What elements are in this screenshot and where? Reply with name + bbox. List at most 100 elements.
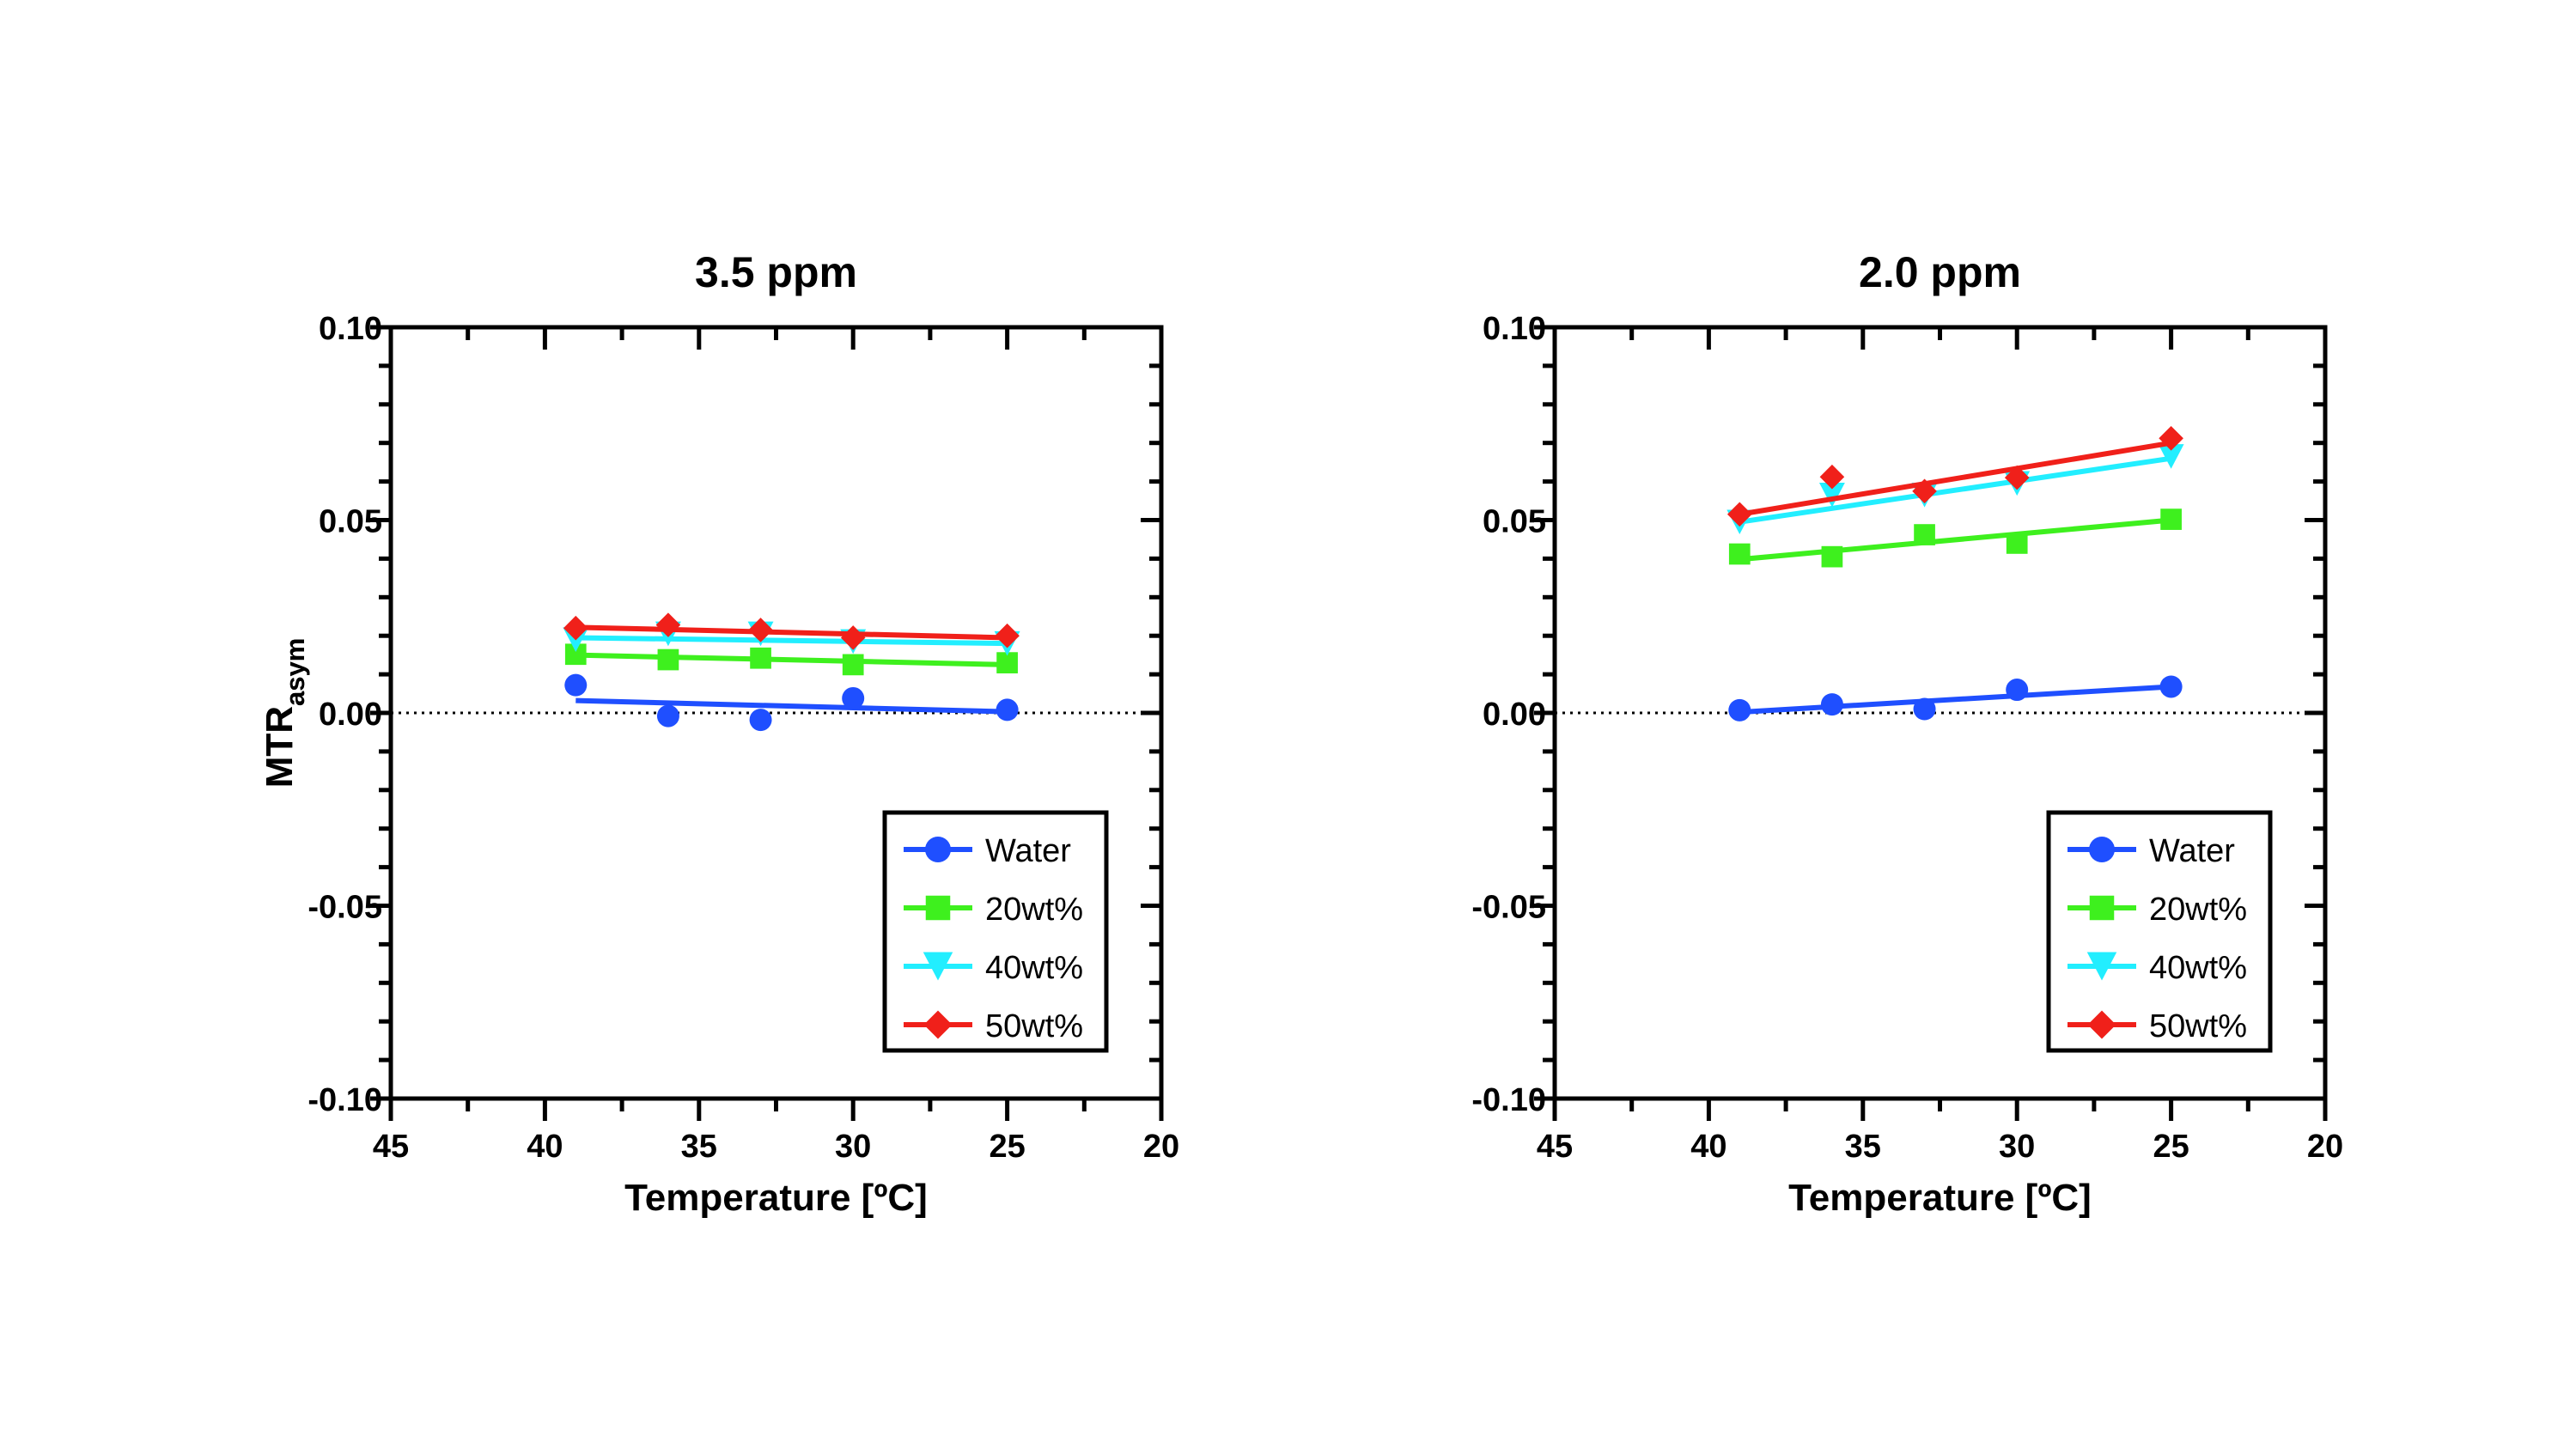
chart-title: 2.0 ppm: [1859, 248, 2021, 296]
data-point-50wt: [840, 625, 866, 650]
data-point-50wt: [1912, 478, 1937, 504]
x-tick-label-30: 30: [835, 1129, 871, 1165]
x-axis-label: Temperature [ºC]: [1788, 1177, 2092, 1219]
data-point-50wt: [563, 615, 588, 641]
data-point-20wt: [750, 647, 771, 669]
data-point-water: [1820, 693, 1843, 716]
y-axis-label-subscript: asym: [280, 638, 310, 706]
legend-label-40wt: 40wt%: [2149, 950, 2247, 986]
data-point-water: [656, 704, 679, 728]
legend-label-water: Water: [2149, 833, 2235, 869]
x-tick-label-30: 30: [1999, 1129, 2035, 1165]
legend-frame: [2046, 810, 2273, 1053]
x-tick-label-25: 25: [989, 1129, 1025, 1165]
legend: Water 20wt% 40wt% 50wt%: [882, 810, 1109, 1053]
legend-label-50wt: 50wt%: [2149, 1008, 2247, 1044]
data-point-20wt: [2160, 508, 2182, 530]
series-20wt: [1728, 508, 2182, 568]
legend-label-50wt: 50wt%: [985, 1008, 1083, 1044]
data-point-50wt: [748, 618, 773, 642]
x-tick-label-20: 20: [2307, 1129, 2343, 1165]
series-20wt: [564, 643, 1018, 676]
panel-2-0-ppm: 2.0 ppm 45 40 35 30 25 20 -0.10 -0.05 0.00 0.05 0.1…: [259, 248, 2343, 1219]
x-tick-label-45: 45: [1537, 1129, 1573, 1165]
data-point-50wt: [2159, 426, 2183, 451]
legend-marker-water: [2089, 837, 2115, 862]
fit-line-20wt: [1739, 517, 2171, 563]
data-point-water: [1728, 698, 1751, 721]
data-point-water: [1913, 697, 1936, 721]
data-point-20wt: [1914, 524, 1935, 545]
series-water: [1728, 675, 2183, 721]
x-tick-label-25: 25: [2153, 1129, 2189, 1165]
x-tick-label-35: 35: [1845, 1129, 1881, 1165]
series-50wt: [1726, 426, 2183, 527]
y-tick-label-0-10: -0.10: [308, 1082, 382, 1118]
fit-line-40wt: [575, 635, 1008, 647]
data-point-20wt: [2006, 533, 2028, 554]
fit-line-40wt: [1739, 455, 2172, 525]
data-point-50wt: [995, 623, 1020, 648]
y-tick-label-0-00: 0.00: [319, 697, 382, 733]
x-axis-label: Temperature [ºC]: [624, 1177, 928, 1219]
y-tick-label-0-05: 0.05: [1483, 504, 1546, 540]
fit-line-water: [1739, 684, 2171, 715]
y-tick-label-0-10: 0.10: [319, 311, 382, 347]
data-point-water: [996, 698, 1019, 721]
fit-line-50wt: [1739, 440, 2172, 517]
data-point-water: [2006, 679, 2029, 702]
x-tick-label-40: 40: [527, 1129, 563, 1165]
legend-label-20wt: 20wt%: [2149, 892, 2247, 928]
chart-title: 3.5 ppm: [695, 248, 857, 296]
fit-line-50wt: [575, 624, 1008, 641]
data-point-water: [2159, 675, 2183, 698]
x-tick-label-20: 20: [1143, 1129, 1179, 1165]
fit-line-water: [575, 697, 1008, 715]
legend-marker-40wt: [2086, 952, 2117, 981]
legend-frame: [882, 810, 1109, 1053]
series-50wt: [563, 612, 1020, 650]
y-tick-label-0-10: -0.10: [1471, 1082, 1546, 1118]
y-axis-label: MTRasym: [259, 638, 310, 788]
data-point-20wt: [657, 648, 679, 671]
series-water: [564, 673, 1019, 732]
data-point-water: [842, 686, 865, 709]
data-point-50wt: [1726, 502, 1752, 527]
panel-3-5-ppm: 3.5 ppm 45 40 35 30 25 20 -0.10 -0.05 0.00 0.05 0.1…: [259, 248, 1179, 1219]
data-point-50wt: [1819, 464, 1845, 490]
legend-marker-50wt: [923, 1010, 953, 1039]
y-axis-label-subscript: asym: [280, 638, 310, 706]
legend-marker-20wt: [2089, 895, 2115, 921]
y-tick-label-0-05: -0.05: [308, 890, 382, 926]
y-tick-label-0-10: 0.10: [1483, 311, 1546, 347]
legend-marker-20wt: [925, 895, 951, 921]
y-axis-label-main: MTR: [259, 706, 301, 788]
data-point-20wt: [842, 654, 864, 676]
y-tick-label-0-05: -0.05: [1471, 890, 1546, 926]
y-axis-label-main: MTR: [259, 706, 301, 788]
legend-marker-40wt: [923, 952, 953, 981]
legend-label-20wt: 20wt%: [985, 892, 1083, 928]
x-tick-label-45: 45: [373, 1129, 409, 1165]
legend-label-40wt: 40wt%: [985, 950, 1083, 986]
y-axis-label: MTRasym: [259, 638, 310, 788]
data-point-20wt: [1821, 545, 1843, 568]
x-tick-label-35: 35: [681, 1129, 717, 1165]
data-point-water: [749, 709, 772, 732]
y-tick-label-0-00: 0.00: [1483, 697, 1546, 733]
legend-label-water: Water: [985, 833, 1071, 869]
legend-marker-50wt: [2087, 1010, 2116, 1039]
data-point-50wt: [655, 612, 681, 637]
data-point-40wt: [1818, 483, 1845, 508]
legend-marker-water: [925, 837, 951, 862]
x-tick-label-40: 40: [1690, 1129, 1726, 1165]
data-point-50wt: [2004, 465, 2030, 490]
fit-line-20wt: [575, 652, 1008, 667]
data-point-water: [564, 673, 588, 697]
y-tick-label-0-05: 0.05: [319, 504, 382, 540]
data-point-20wt: [1728, 543, 1751, 565]
legend: Water 20wt% 40wt% 50wt%: [2046, 810, 2273, 1053]
data-point-40wt: [2158, 444, 2184, 469]
